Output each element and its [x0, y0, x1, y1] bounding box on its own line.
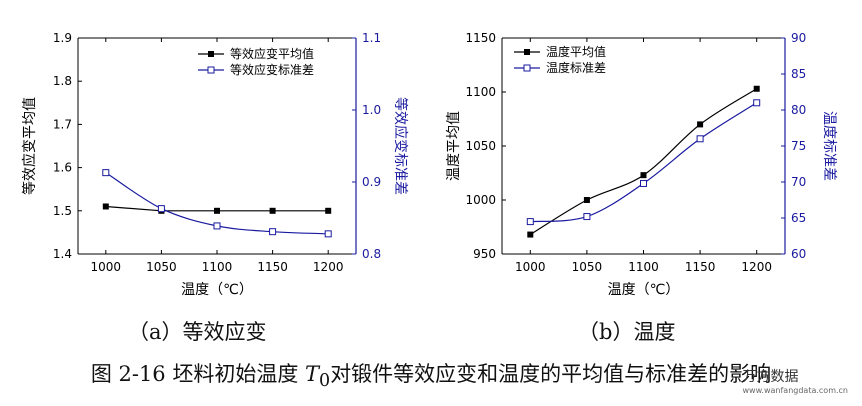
chart-a-y-tick-label: 1.9 [53, 31, 72, 45]
chart-a-series-2-point [213, 222, 221, 230]
chart-b-y-tick-label: 1100 [465, 85, 496, 99]
chart-b-series-1-point [697, 121, 704, 128]
chart-a: 1000 1050 1100 1150 1200 1.4 1.5 1.6 1.7 1.8 1.9 0.… [21, 31, 409, 298]
chart-a-series-2-point [102, 169, 110, 177]
chart-a-series-2-point [157, 205, 165, 213]
chart-a-y-tick-label: 1.5 [53, 204, 72, 218]
chart-b-x-tick-label: 1050 [572, 260, 603, 274]
chart-a-series-2-point [269, 228, 277, 236]
figure-caption: 图 2-16 坯料初始温度 T0对锻件等效应变和温度的平均值与标准差的影响 [0, 358, 862, 391]
chart-a-legend-label-2: 等效应变标准差 [230, 62, 314, 77]
chart-a-legend-label-1: 等效应变平均值 [230, 46, 314, 61]
chart-b-x-tick-label: 1150 [685, 260, 716, 274]
chart-b-y-axis-title: 温度平均值 [446, 111, 462, 181]
watermark: 万方数据 www.wanfangdata.com.cn [743, 366, 848, 395]
chart-a-x-tick-label: 1050 [146, 260, 177, 274]
chart-a-y-tick-label: 1.4 [53, 247, 72, 261]
chart-b-series-2-point [640, 179, 647, 187]
chart-a-x-tick-label: 1100 [202, 260, 233, 274]
chart-b-y-tick-label: 1000 [465, 193, 496, 207]
chart-b-series-2-point [753, 99, 761, 107]
chart-b-y2-tick-label: 75 [791, 139, 806, 153]
chart-a-x-tick-label: 1150 [257, 260, 288, 274]
chart-b-x-tick-label: 1000 [515, 260, 546, 274]
watermark-text: 万方数据 [742, 369, 799, 385]
chart-b-legend-marker-1 [524, 49, 530, 55]
chart-a-y-tick-label: 1.6 [53, 161, 72, 175]
chart-b-series-2-point [526, 218, 534, 226]
caption-subscript: 0 [319, 371, 331, 392]
chart-b-x-tick-label: 1100 [628, 260, 659, 274]
chart-a-x-axis-title: 温度（℃） [181, 282, 253, 298]
caption-symbol: T [305, 362, 320, 386]
chart-a-series-1-point [102, 203, 109, 210]
chart-a-y2-tick-label: 1.0 [362, 103, 381, 117]
chart-b-x-axis-title: 温度（℃） [608, 282, 680, 298]
chart-a-series-1-point [214, 207, 220, 214]
chart-b-y2-tick-label: 60 [791, 247, 806, 261]
chart-b-series-1-point [527, 231, 534, 238]
chart-a-series-1-point [269, 207, 276, 214]
chart-b: 1000 1050 1100 1150 1200 950 1000 1050 1100 1150 6… [446, 31, 837, 298]
chart-b-legend-label-1: 温度平均值 [546, 44, 606, 59]
chart-b-y2-tick-label: 90 [791, 31, 806, 45]
chart-b-y2-tick-label: 85 [791, 67, 806, 81]
subcaption-a: （a）等效应变 [128, 320, 267, 344]
chart-b-series-2-line [530, 102, 758, 223]
chart-a-y2-tick-label: 1.1 [362, 31, 381, 45]
chart-b-series-1-point [753, 85, 760, 92]
subcaption-b: （b）温度 [578, 320, 676, 344]
watermark-url: www.wanfangdata.com.cn [742, 386, 848, 395]
chart-a-legend-marker-1 [208, 51, 214, 57]
chart-a-x-tick-label: 1000 [91, 260, 122, 274]
chart-b-series-2-point [583, 213, 591, 221]
chart-b-y2-tick-label: 70 [791, 175, 806, 189]
chart-b-series-1-line [529, 88, 758, 236]
chart-b-series-1-point [640, 172, 647, 179]
chart-b-y2-tick-label: 80 [791, 103, 806, 117]
chart-a-series-1-point [325, 207, 332, 214]
caption-prefix: 图 2-16 坯料初始温度 [90, 362, 306, 386]
chart-b-series-2-point [696, 135, 704, 143]
chart-a-y-tick-label: 1.7 [53, 117, 72, 131]
chart-b-series-1-point [583, 197, 590, 203]
chart-a-y2-tick-label: 0.8 [362, 247, 381, 261]
chart-b-legend-label-2: 温度标准差 [546, 60, 606, 75]
chart-a-y2-tick-label: 0.9 [362, 175, 381, 189]
chart-a-y2-axis-title: 等效应变标准差 [392, 97, 409, 195]
chart-a-y-axis-title: 等效应变平均值 [21, 97, 38, 195]
caption-suffix: 对锻件等效应变和温度的平均值与标准差的影响 [330, 362, 772, 386]
chart-b-y2-axis-title: 温度标准差 [821, 111, 837, 181]
chart-b-y-tick-label: 1050 [465, 139, 496, 153]
chart-b-y-tick-label: 1150 [465, 31, 496, 45]
chart-b-y2-tick-label: 65 [791, 211, 806, 225]
chart-b-y-tick-label: 950 [473, 247, 496, 261]
chart-a-x-tick-label: 1200 [313, 260, 344, 274]
chart-b-legend-marker-2 [523, 64, 531, 72]
chart-b-x-tick-label: 1200 [741, 260, 772, 274]
chart-a-y-tick-label: 1.8 [53, 74, 72, 88]
chart-a-legend-marker-2 [207, 66, 215, 74]
chart-a-series-2-point [324, 230, 332, 238]
